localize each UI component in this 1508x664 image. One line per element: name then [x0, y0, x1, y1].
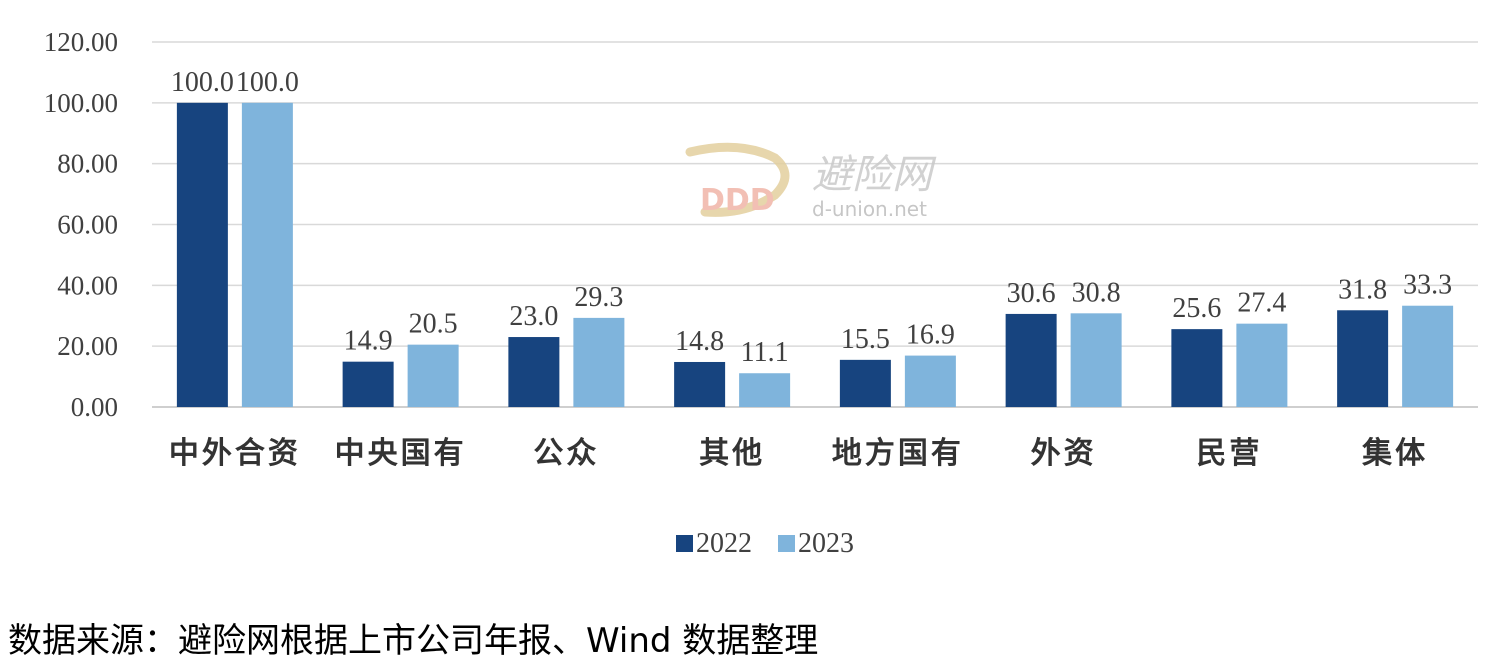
bar-2022	[1171, 329, 1223, 407]
category-label: 其他	[699, 436, 765, 471]
category-label: 外资	[1031, 436, 1097, 471]
data-labels: 100.0 100.0 14.9 20.5 23.0 29.3 14.8 11.1 15.5 16…	[171, 67, 1452, 368]
legend-label-2022: 2022	[696, 528, 752, 559]
bar-2023	[1070, 313, 1122, 407]
bar-2022	[1005, 313, 1057, 407]
bar-2023	[1402, 305, 1454, 407]
bars	[176, 102, 1454, 407]
data-label-2022: 31.8	[1338, 274, 1387, 305]
data-label-2023: 20.5	[409, 309, 458, 340]
data-label-2022: 23.0	[509, 301, 558, 332]
category-label: 中央国有	[335, 436, 467, 471]
y-tick-label: 100.00	[44, 88, 118, 118]
category-label: 地方国有	[832, 436, 964, 471]
gridlines	[152, 41, 1478, 408]
data-label-2023: 27.4	[1237, 288, 1286, 319]
y-tick-label: 40.00	[57, 270, 118, 300]
x-axis-category-labels: 中外合资 中央国有 公众 其他 地方国有 外资 民营 集体	[169, 436, 1428, 471]
data-label-2022: 14.8	[675, 326, 724, 357]
bar-2023	[1236, 323, 1288, 407]
data-label-2022: 14.9	[344, 326, 393, 357]
y-tick-label: 60.00	[57, 210, 118, 240]
category-label: 公众	[533, 436, 599, 471]
bar-2023	[739, 373, 791, 407]
source-note: 数据来源：避险网根据上市公司年报、Wind 数据整理	[8, 621, 818, 661]
legend-swatch-2023	[778, 535, 795, 552]
data-label-2022: 100.0	[171, 67, 234, 98]
category-label: 集体	[1361, 436, 1428, 471]
bar-2023	[241, 102, 293, 407]
bar-2022	[176, 102, 228, 407]
data-label-2022: 25.6	[1172, 293, 1221, 324]
watermark-name: 避险网	[812, 152, 937, 198]
data-label-2023: 30.8	[1072, 277, 1121, 308]
data-label-2023: 11.1	[741, 337, 789, 368]
bar-2023	[573, 317, 625, 407]
data-label-2023: 16.9	[906, 320, 955, 351]
bar-2023	[904, 355, 956, 407]
bar-2022	[508, 337, 560, 407]
legend-label-2023: 2023	[798, 528, 854, 559]
watermark-logo: DDD 避险网 d-union.net	[685, 142, 937, 221]
y-axis-tick-labels: 0.00 20.00 40.00 60.00 80.00 100.00 120.00	[44, 27, 118, 422]
data-label-2022: 15.5	[841, 324, 890, 355]
y-tick-label: 120.00	[44, 27, 118, 57]
bar-2022	[1337, 310, 1389, 407]
data-label-2023: 100.0	[236, 67, 299, 98]
data-label-2023: 29.3	[574, 282, 623, 313]
watermark-site: d-union.net	[812, 197, 927, 221]
y-tick-label: 0.00	[71, 392, 118, 422]
bar-2022	[342, 361, 394, 407]
category-label: 民营	[1196, 436, 1262, 471]
legend: 2022 2023	[676, 528, 854, 559]
bar-2022	[674, 361, 726, 407]
y-tick-label: 80.00	[57, 149, 118, 179]
category-label: 中外合资	[169, 436, 301, 471]
bar-2023	[407, 344, 459, 407]
data-label-2022: 30.6	[1007, 278, 1056, 309]
bar-2022	[839, 359, 891, 407]
watermark-logo-mark	[685, 142, 790, 217]
legend-swatch-2022	[676, 535, 693, 552]
watermark-logo-letters: DDD	[700, 183, 775, 218]
y-tick-label: 20.00	[57, 331, 118, 361]
data-label-2023: 33.3	[1403, 270, 1452, 301]
